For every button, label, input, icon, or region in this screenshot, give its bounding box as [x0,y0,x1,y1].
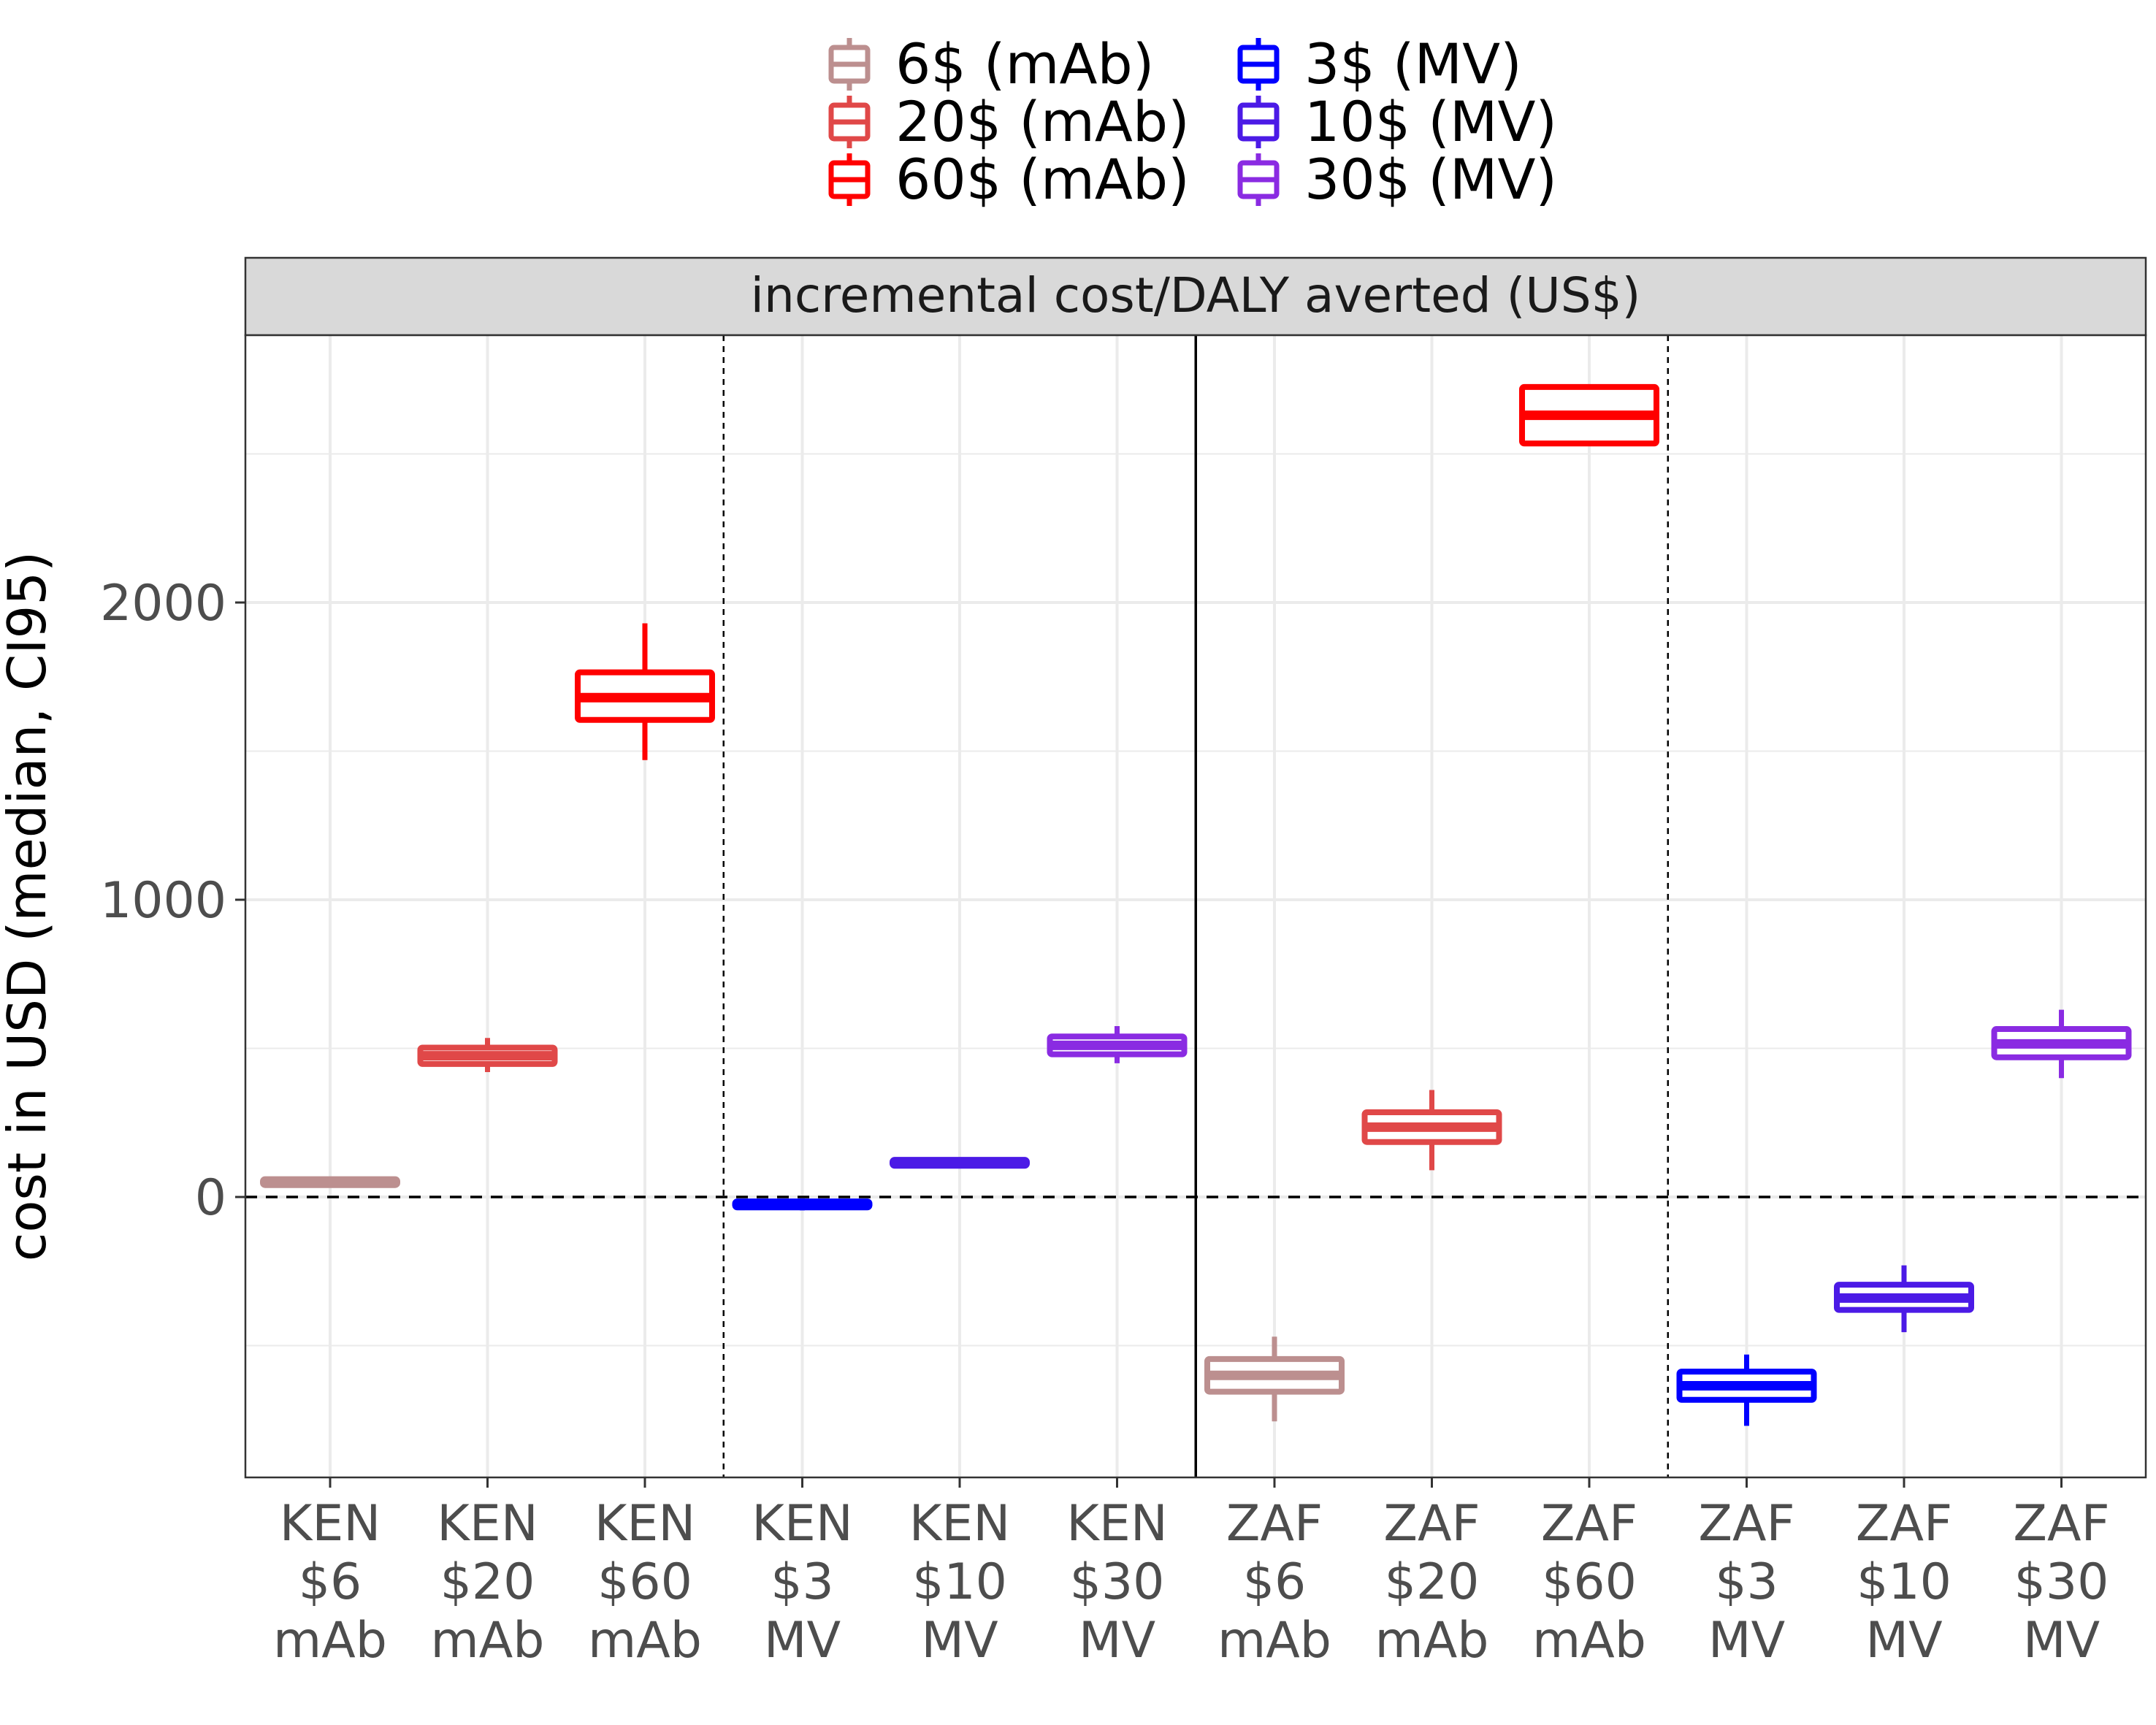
y-tick-label: 2000 [100,575,226,632]
x-tick-label-line: $10 [1857,1553,1952,1611]
legend-label: 10$ (MV) [1304,89,1557,154]
x-tick-label: ZAF $10 MV [1856,1495,1952,1669]
legend-item: 20$ (mAb) [828,89,1190,154]
x-tick-label: ZAF $30 MV [2013,1495,2109,1669]
x-tick-label-line: $6 [299,1553,362,1611]
boxplot-zaf-20-mab [1361,1090,1502,1171]
x-tick-label-line: $20 [440,1553,535,1611]
x-tick-label-line: mAb [588,1612,702,1669]
x-tick-label-line: mAb [1375,1612,1489,1669]
boxplot-zaf-30-mv [1991,1009,2132,1079]
x-tick-label: KEN $60 mAb [588,1495,702,1669]
y-axis-title: cost in USD (median, CI95) [0,551,58,1262]
x-tick-label: KEN $3 MV [752,1495,852,1669]
x-tick-label-line: $6 [1243,1553,1307,1611]
y-tick-label: 0 [195,1169,226,1227]
x-tick-label-line: KEN [437,1495,538,1553]
x-tick-label-line: $20 [1385,1553,1480,1611]
x-tick-label-line: KEN [909,1495,1010,1553]
legend: 6$ (mAb)20$ (mAb)60$ (mAb) 3$ (MV)10$ (MV… [828,31,1557,212]
x-tick-label-line: mAb [273,1612,387,1669]
boxplot-ken-60-mab [575,623,715,760]
x-tick-label-line: $30 [1070,1553,1165,1611]
x-tick-label-line: $10 [912,1553,1007,1611]
x-tick-label-line: KEN [595,1495,695,1553]
x-tick-label-line: MV [764,1612,841,1669]
x-tick-label-line: MV [2023,1612,2100,1669]
x-tick-label-line: $60 [597,1553,692,1611]
x-tick-label-line: MV [1865,1612,1942,1669]
x-tick-label-line: $3 [771,1553,834,1611]
x-tick-label-line: ZAF [1698,1495,1794,1553]
boxplot-zaf-6-mab [1204,1336,1345,1422]
boxplot-zaf-10-mv [1834,1265,1974,1333]
facet-label: incremental cost/DALY averted (US$) [751,267,1641,324]
x-tick-label-line: KEN [752,1495,852,1553]
panel-dividers [245,335,2146,1477]
y-tick-label: 1000 [100,872,226,930]
boxplot-zaf-60-mab [1519,383,1659,447]
legend-label: 6$ (mAb) [895,31,1154,96]
x-tick-label-line: mAb [1217,1612,1331,1669]
facet-strip [244,256,2147,337]
legend-label: 30$ (MV) [1304,147,1557,212]
x-tick-label-line: mAb [1532,1612,1646,1669]
x-tick-label-line: MV [921,1612,998,1669]
x-tick-label: KEN $6 mAb [273,1495,387,1669]
x-tick-label-line: mAb [431,1612,545,1669]
plot-border [244,334,2147,1479]
x-tick-label: KEN $30 MV [1066,1495,1167,1669]
x-tick-label-line: ZAF [1856,1495,1952,1553]
legend-item: 10$ (MV) [1237,89,1557,154]
y-axis: 0 1000 2000 [100,575,245,1227]
x-tick-label-line: $30 [2014,1553,2109,1611]
x-tick-label-line: ZAF [2013,1495,2109,1553]
boxes [260,383,2132,1426]
legend-item: 30$ (MV) [1237,147,1557,212]
x-tick-label-line: MV [1708,1612,1785,1669]
legend-item: 3$ (MV) [1237,31,1522,96]
legend-label: 60$ (mAb) [895,147,1190,212]
x-tick-label-line: ZAF [1541,1495,1637,1553]
x-tick-label: KEN $10 MV [909,1495,1010,1669]
x-tick-label: ZAF $3 MV [1698,1495,1794,1669]
x-tick-label-line: KEN [1066,1495,1167,1553]
x-tick-label: ZAF $60 mAb [1532,1495,1646,1669]
boxplot-zaf-3-mv [1676,1354,1817,1426]
boxplot-ken-30-mv [1047,1025,1188,1063]
x-tick-label-line: ZAF [1383,1495,1480,1553]
legend-item: 60$ (mAb) [828,147,1190,212]
x-tick-label: KEN $20 mAb [431,1495,545,1669]
x-tick-label: ZAF $20 mAb [1375,1495,1489,1669]
legend-label: 3$ (MV) [1304,31,1522,96]
legend-item: 6$ (mAb) [828,31,1154,96]
x-tick-label-line: KEN [280,1495,381,1553]
boxplot-ken-10-mv [890,1157,1030,1169]
x-tick-label: ZAF $6 mAb [1217,1495,1331,1669]
x-tick-label-line: $3 [1715,1553,1778,1611]
boxplot-ken-3-mv [732,1198,873,1211]
boxplot-ken-20-mab [417,1038,558,1073]
boxplot-ken-6-mab [260,1176,400,1188]
x-tick-label-line: MV [1079,1612,1155,1669]
x-tick-label-line: $60 [1542,1553,1637,1611]
x-tick-label-line: ZAF [1226,1495,1323,1553]
legend-label: 20$ (mAb) [895,89,1190,154]
